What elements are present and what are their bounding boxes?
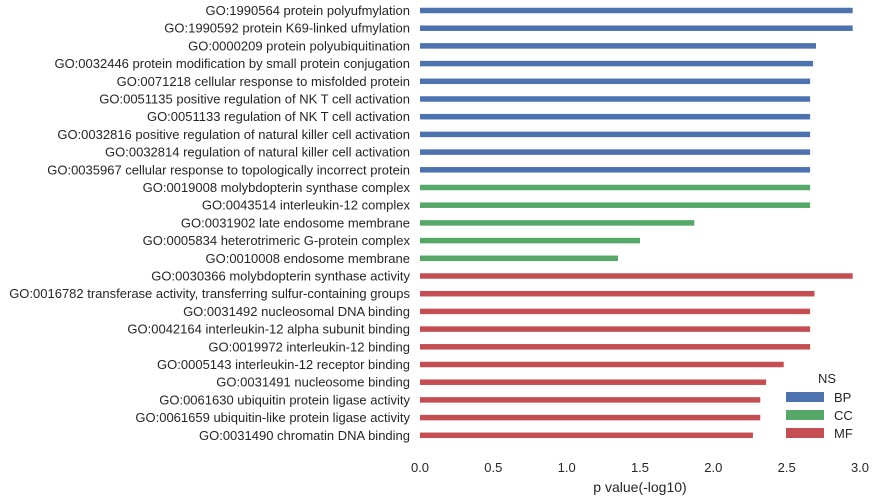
category-label: GO:0030366 molybdopterin synthase activi… xyxy=(151,269,410,284)
bar-go-0016782 xyxy=(420,290,815,297)
category-label: GO:0032446 protein modification by small… xyxy=(54,56,410,71)
category-label: GO:0071218 cellular response to misfolde… xyxy=(117,74,410,89)
legend-swatch-cc xyxy=(786,410,824,420)
x-tick-label: 2.5 xyxy=(778,460,796,475)
x-axis-ticks: 0.0 0.5 1.0 1.5 2.0 2.5 3.0 xyxy=(411,460,869,475)
bars-layer xyxy=(420,7,853,439)
bar-go-0051133 xyxy=(420,113,811,120)
bar-go-0031902 xyxy=(420,220,695,226)
bar-go-0042164 xyxy=(420,326,811,332)
bar-go-1990592 xyxy=(420,25,853,31)
category-label: GO:1990592 protein K69-linked ufmylation xyxy=(164,21,410,36)
x-tick-label: 0.0 xyxy=(411,460,429,475)
category-label: GO:0032814 regulation of natural killer … xyxy=(105,145,410,160)
category-label: GO:0019972 interleukin-12 binding xyxy=(208,339,410,354)
category-label: GO:0051133 regulation of NK T cell activ… xyxy=(147,109,410,124)
bar-go-1990564 xyxy=(420,7,853,14)
category-label: GO:0031902 late endosome membrane xyxy=(181,215,410,230)
bar-go-0032446 xyxy=(420,60,814,67)
legend-title: NS xyxy=(818,371,836,386)
category-label: GO:0035967 cellular response to topologi… xyxy=(47,162,410,177)
bar-go-0031491 xyxy=(420,379,767,385)
category-label: GO:0032816 positive regulation of natura… xyxy=(57,127,410,142)
category-label: GO:0005143 interleukin-12 receptor bindi… xyxy=(157,357,410,372)
bar-go-0061630 xyxy=(420,397,761,403)
category-label: GO:0061630 ubiquitin protein ligase acti… xyxy=(159,392,410,407)
category-label: GO:0016782 transferase activity, transfe… xyxy=(9,286,410,301)
x-tick-label: 0.5 xyxy=(484,460,502,475)
bar-go-0019008 xyxy=(420,184,811,191)
bar-go-0019972 xyxy=(420,344,811,350)
bar-go-0071218 xyxy=(420,78,811,85)
bar-go-0010008 xyxy=(420,255,618,262)
x-tick-label: 2.0 xyxy=(704,460,722,475)
category-label: GO:0005834 heterotrimeric G-protein comp… xyxy=(143,233,411,248)
category-label: GO:0031490 chromatin DNA binding xyxy=(199,428,410,443)
x-tick-label: 1.0 xyxy=(558,460,576,475)
legend-swatch-mf xyxy=(786,428,824,438)
legend-swatch-bp xyxy=(786,392,824,402)
bar-go-0031492 xyxy=(420,308,811,315)
category-label: GO:0051135 positive regulation of NK T c… xyxy=(99,92,410,107)
bar-go-0005143 xyxy=(420,361,784,368)
bar-go-0000209 xyxy=(420,43,816,49)
x-axis-title: p value(-log10) xyxy=(593,479,686,495)
category-label: GO:0010008 endosome membrane xyxy=(205,251,410,266)
x-tick-label: 3.0 xyxy=(851,460,869,475)
category-label: GO:0000209 protein polyubiquitination xyxy=(188,38,410,53)
bar-go-0061659 xyxy=(420,414,761,421)
bar-go-0032814 xyxy=(420,149,811,155)
bar-go-0051135 xyxy=(420,96,811,102)
category-label: GO:0042164 interleukin-12 alpha subunit … xyxy=(127,322,410,337)
category-label: GO:0019008 molybdopterin synthase comple… xyxy=(143,180,411,195)
bar-go-0043514 xyxy=(420,202,811,208)
category-label: GO:0061659 ubiquitin-like protein ligase… xyxy=(135,410,410,425)
category-label: GO:0031491 nucleosome binding xyxy=(216,375,410,390)
legend-label-mf: MF xyxy=(834,426,853,441)
bar-go-0035967 xyxy=(420,167,811,173)
category-label: GO:0031492 nucleosomal DNA binding xyxy=(183,304,410,319)
category-label: GO:0043514 interleukin-12 complex xyxy=(202,198,411,213)
x-tick-label: 1.5 xyxy=(631,460,649,475)
legend: NS BP CC MF xyxy=(786,371,853,441)
bar-go-0005834 xyxy=(420,237,640,244)
legend-label-cc: CC xyxy=(834,408,853,423)
bar-go-0030366 xyxy=(420,273,853,279)
legend-label-bp: BP xyxy=(834,390,851,405)
bar-go-0031490 xyxy=(420,432,753,439)
category-labels: GO:1990564 protein polyufmylation GO:1990… xyxy=(9,3,410,443)
category-label: GO:1990564 protein polyufmylation xyxy=(205,3,410,18)
bar-go-0032816 xyxy=(420,131,811,138)
